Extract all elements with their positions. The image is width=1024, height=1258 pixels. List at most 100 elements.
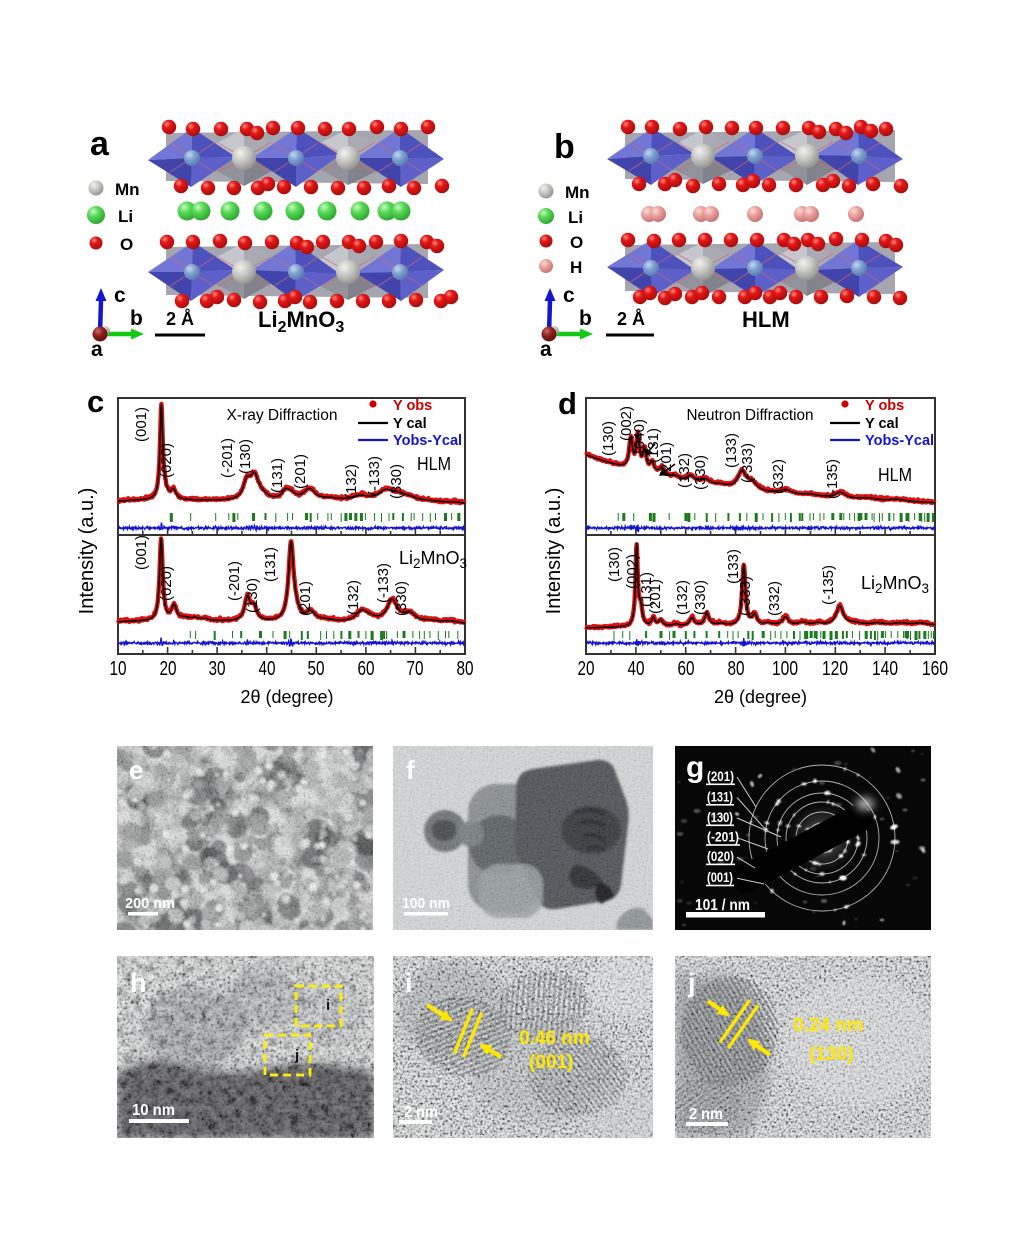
svg-text:30: 30 <box>209 658 226 680</box>
svg-text:(330): (330) <box>692 580 709 615</box>
svg-text:b: b <box>130 307 143 330</box>
svg-text:Li2MnO3: Li2MnO3 <box>861 573 929 596</box>
svg-text:20: 20 <box>160 658 177 680</box>
svg-text:(-201): (-201) <box>707 830 739 845</box>
svg-text:(201): (201) <box>647 579 664 614</box>
svg-text:(001): (001) <box>133 535 150 570</box>
svg-text:(132): (132) <box>343 464 360 499</box>
svg-text:(332): (332) <box>766 581 783 616</box>
svg-text:120: 120 <box>822 658 848 680</box>
svg-text:(002): (002) <box>624 554 641 589</box>
svg-text:10: 10 <box>110 658 127 680</box>
svg-text:100: 100 <box>772 658 798 680</box>
svg-text:60: 60 <box>678 658 695 680</box>
svg-text:i: i <box>326 997 330 1014</box>
svg-text:2 nm: 2 nm <box>404 1104 438 1121</box>
svg-text:H: H <box>570 258 582 277</box>
svg-text:(132): (132) <box>674 580 691 615</box>
svg-text:(-201): (-201) <box>219 438 236 478</box>
svg-text:20: 20 <box>578 658 595 680</box>
svg-text:160: 160 <box>922 658 948 680</box>
svg-text:(-135): (-135) <box>824 459 841 499</box>
svg-text:Li2MnO3: Li2MnO3 <box>399 548 467 571</box>
svg-text:(132): (132) <box>676 453 693 488</box>
svg-text:(131): (131) <box>262 547 279 582</box>
svg-text:50: 50 <box>308 658 325 680</box>
svg-text:(040): (040) <box>631 419 648 454</box>
svg-text:Y obs: Y obs <box>393 398 432 414</box>
svg-text:60: 60 <box>358 658 375 680</box>
svg-text:Li2MnO3: Li2MnO3 <box>258 307 344 336</box>
svg-text:2 Å: 2 Å <box>166 309 194 329</box>
svg-text:200 nm: 200 nm <box>125 895 175 912</box>
svg-text:Intensity (a.u.): Intensity (a.u.) <box>76 488 98 615</box>
svg-text:(130): (130) <box>809 1044 853 1065</box>
svg-text:(-201): (-201) <box>226 561 243 601</box>
svg-text:(130): (130) <box>237 439 254 474</box>
svg-text:(330): (330) <box>388 464 405 499</box>
svg-text:(330): (330) <box>692 455 709 490</box>
svg-text:(131): (131) <box>707 790 733 805</box>
svg-text:2 nm: 2 nm <box>689 1106 723 1123</box>
svg-text:(002): (002) <box>618 406 635 441</box>
svg-text:2 Å: 2 Å <box>617 309 645 329</box>
svg-text:a: a <box>90 125 110 163</box>
svg-text:e: e <box>129 755 143 785</box>
svg-text:101 / nm: 101 / nm <box>695 897 750 914</box>
svg-text:f: f <box>406 755 415 785</box>
svg-text:Yobs-Ycal: Yobs-Ycal <box>393 433 462 449</box>
svg-text:(-333): (-333) <box>739 443 756 483</box>
svg-text:0.24 nm: 0.24 nm <box>793 1015 864 1036</box>
svg-text:Li: Li <box>568 208 583 227</box>
svg-text:i: i <box>405 968 413 998</box>
svg-text:80: 80 <box>457 658 474 680</box>
svg-text:Y cal: Y cal <box>393 416 427 432</box>
svg-text:(001): (001) <box>707 870 733 885</box>
svg-text:(131): (131) <box>269 458 286 493</box>
svg-text:Neutron Diffraction: Neutron Diffraction <box>687 407 814 424</box>
svg-text:(-135): (-135) <box>820 565 837 605</box>
svg-text:Yobs-Ycal: Yobs-Ycal <box>865 433 934 449</box>
svg-text:HLM: HLM <box>742 307 790 332</box>
svg-text:Y obs: Y obs <box>865 398 904 414</box>
svg-text:(201): (201) <box>297 581 314 616</box>
svg-text:a: a <box>91 338 103 361</box>
svg-text:b: b <box>579 307 592 330</box>
svg-text:(130): (130) <box>707 810 733 825</box>
svg-text:(-133): (-133) <box>375 563 392 603</box>
svg-text:Li: Li <box>118 207 133 226</box>
svg-text:(020): (020) <box>158 443 175 478</box>
svg-text:(201): (201) <box>658 442 675 477</box>
svg-text:c: c <box>563 284 575 307</box>
svg-text:0.46 nm: 0.46 nm <box>519 1028 590 1049</box>
svg-text:40: 40 <box>259 658 276 680</box>
svg-text:c: c <box>87 384 104 419</box>
svg-text:Y cal: Y cal <box>865 416 899 432</box>
svg-text:a: a <box>540 338 552 361</box>
svg-text:40: 40 <box>628 658 645 680</box>
svg-text:2θ (degree): 2θ (degree) <box>714 687 807 707</box>
svg-text:80: 80 <box>728 658 745 680</box>
svg-text:c: c <box>114 284 126 307</box>
svg-text:(133): (133) <box>723 433 740 468</box>
svg-text:HLM: HLM <box>878 465 912 485</box>
svg-text:2θ (degree): 2θ (degree) <box>240 687 333 707</box>
svg-text:10 nm: 10 nm <box>132 1102 175 1119</box>
svg-text:d: d <box>558 386 577 421</box>
svg-text:HLM: HLM <box>417 454 451 474</box>
svg-text:(133): (133) <box>725 549 742 584</box>
svg-text:X-ray Diffraction: X-ray Diffraction <box>227 407 338 424</box>
svg-text:(332): (332) <box>770 459 787 494</box>
svg-text:j: j <box>687 968 696 998</box>
svg-text:O: O <box>570 233 583 252</box>
svg-text:Mn: Mn <box>565 183 590 202</box>
svg-text:Mn: Mn <box>115 180 140 199</box>
svg-text:(130): (130) <box>606 547 623 582</box>
svg-text:(130): (130) <box>600 421 617 456</box>
svg-text:70: 70 <box>407 658 424 680</box>
svg-text:(020): (020) <box>158 566 175 601</box>
svg-text:100 nm: 100 nm <box>402 895 450 912</box>
svg-text:(-333): (-333) <box>737 576 754 616</box>
svg-text:(130): (130) <box>244 578 261 613</box>
svg-text:(201): (201) <box>707 769 734 784</box>
